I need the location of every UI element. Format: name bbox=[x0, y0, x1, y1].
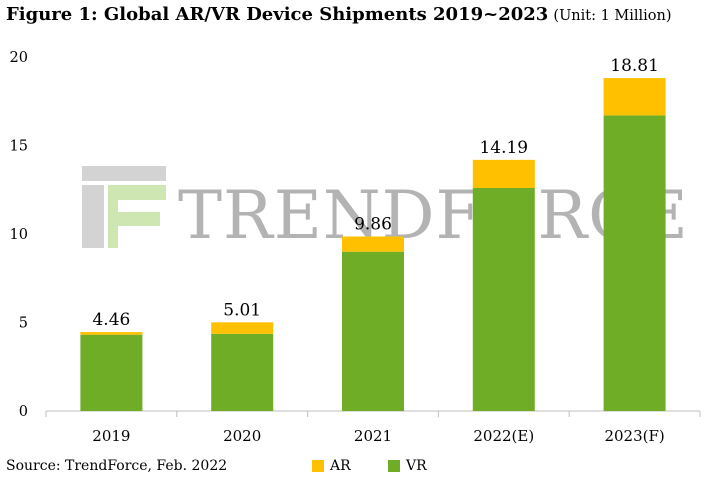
bar-ar bbox=[603, 78, 666, 116]
legend-swatch-ar bbox=[312, 460, 324, 472]
watermark-text: TRENDFORCE bbox=[178, 177, 689, 254]
bar-ar bbox=[80, 332, 143, 335]
bar-total-label: 9.86 bbox=[354, 214, 392, 234]
bar-total-label: 14.19 bbox=[479, 138, 528, 158]
chart-title-block: Figure 1: Global AR/VR Device Shipments … bbox=[6, 4, 706, 25]
y-tick-label: 0 bbox=[19, 404, 28, 420]
x-tick-label: 2019 bbox=[92, 427, 130, 445]
x-tick-label: 2021 bbox=[354, 427, 392, 445]
y-tick-label: 10 bbox=[10, 227, 28, 243]
legend-label-vr: VR bbox=[406, 458, 427, 474]
chart-title: Figure 1: Global AR/VR Device Shipments … bbox=[6, 4, 549, 25]
legend-label-ar: AR bbox=[330, 458, 351, 474]
legend-item-vr: VR bbox=[388, 458, 427, 474]
legend-swatch-vr bbox=[388, 460, 400, 472]
legend-item-ar: AR bbox=[312, 458, 351, 474]
bar-total-label: 5.01 bbox=[223, 300, 261, 320]
y-tick-label: 20 bbox=[10, 50, 28, 66]
trendforce-watermark: TRENDFORCE bbox=[82, 166, 689, 254]
bar-vr bbox=[80, 334, 143, 411]
bar-ar bbox=[472, 159, 535, 188]
y-tick-label: 15 bbox=[10, 139, 28, 155]
bar-vr bbox=[472, 187, 535, 411]
bar-ar bbox=[342, 236, 404, 252]
bar-ar bbox=[211, 322, 274, 334]
chart-unit: (Unit: 1 Million) bbox=[553, 8, 672, 24]
y-tick-label: 5 bbox=[19, 316, 28, 332]
bar-vr bbox=[211, 333, 274, 411]
x-tick-label: 2022(E) bbox=[473, 427, 534, 445]
bar-vr bbox=[603, 115, 666, 411]
bar-vr bbox=[342, 251, 404, 411]
source-note: Source: TrendForce, Feb. 2022 bbox=[6, 458, 228, 474]
x-tick-label: 2023(F) bbox=[604, 427, 664, 445]
bar-total-label: 4.46 bbox=[92, 310, 130, 330]
x-tick-label: 2020 bbox=[223, 427, 261, 445]
bar-total-label: 18.81 bbox=[610, 56, 659, 76]
